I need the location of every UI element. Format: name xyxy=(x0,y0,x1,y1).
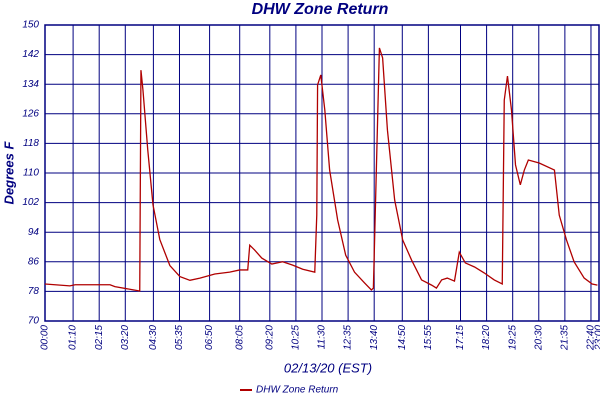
y-tick-label: 102 xyxy=(22,197,39,208)
x-tick-label: 12:35 xyxy=(343,325,354,350)
y-tick-label: 118 xyxy=(23,138,39,149)
x-tick-label: 22:40 xyxy=(586,325,597,351)
y-tick-label: 78 xyxy=(28,286,40,297)
x-tick-label: 23:00 xyxy=(594,325,600,351)
y-tick-label: 150 xyxy=(22,20,39,31)
x-tick-label: 17:15 xyxy=(455,325,466,350)
x-tick-label: 03:20 xyxy=(120,325,131,350)
x-tick-label: 21:35 xyxy=(560,325,571,351)
y-axis-label: Degrees F xyxy=(1,141,16,205)
x-tick-label: 09:20 xyxy=(264,325,275,350)
legend-label: DHW Zone Return xyxy=(256,385,339,396)
y-tick-label: 86 xyxy=(28,256,40,267)
x-tick-label: 14:50 xyxy=(397,325,408,350)
x-tick-label: 00:00 xyxy=(40,325,51,350)
y-tick-label: 110 xyxy=(23,168,39,179)
y-tick-label: 70 xyxy=(28,316,40,327)
chart-title: DHW Zone Return xyxy=(252,1,389,18)
y-tick-label: 134 xyxy=(22,79,39,90)
x-tick-label: 08:05 xyxy=(234,325,245,350)
x-axis-label: 02/13/20 (EST) xyxy=(284,360,372,375)
x-tick-label: 06:50 xyxy=(204,325,215,350)
x-tick-label: 18:20 xyxy=(481,325,492,350)
y-tick-label: 126 xyxy=(22,108,39,119)
x-tick-label: 15:55 xyxy=(423,325,434,350)
x-tick-label: 10:25 xyxy=(291,325,302,350)
x-tick-label: 19:25 xyxy=(507,325,518,350)
y-tick-label: 142 xyxy=(22,49,39,60)
x-tick-label: 01:10 xyxy=(68,325,79,350)
x-tick-label: 20:30 xyxy=(533,325,544,351)
x-tick-label: 02:15 xyxy=(94,325,105,350)
x-tick-label: 05:35 xyxy=(174,325,185,350)
y-tick-label: 94 xyxy=(28,227,40,238)
x-tick-label: 04:30 xyxy=(148,325,159,350)
x-tick-label: 13:40 xyxy=(369,325,380,350)
x-tick-label: 11:30 xyxy=(317,325,328,350)
data-line xyxy=(44,47,598,292)
